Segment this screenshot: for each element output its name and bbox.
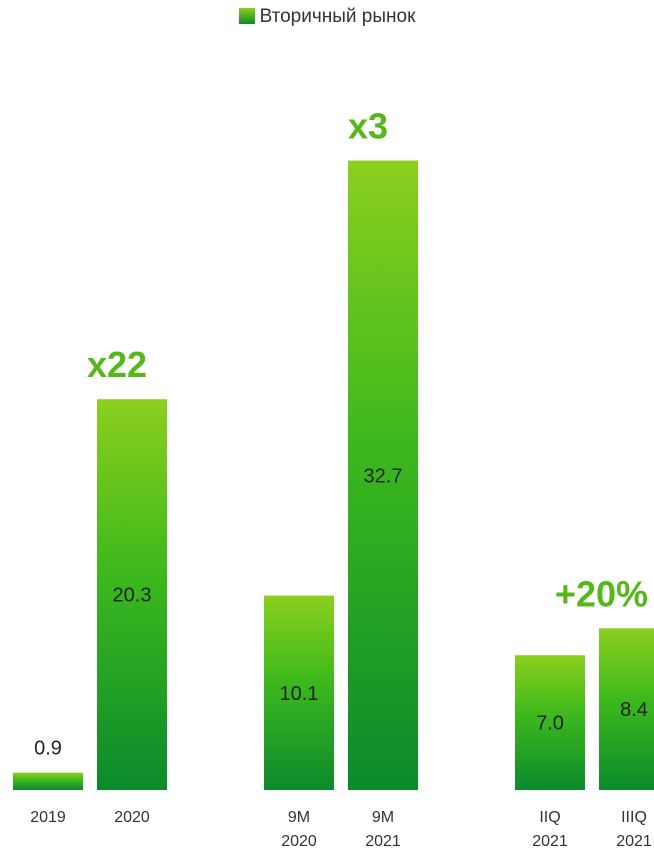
legend: Вторичный рынок bbox=[0, 6, 654, 28]
tick-label: 9M bbox=[372, 809, 394, 826]
data-label: 8.4 bbox=[620, 699, 648, 721]
legend-swatch bbox=[238, 8, 255, 24]
bar bbox=[599, 628, 654, 790]
tick-label: 2021 bbox=[616, 833, 652, 850]
legend-label: Вторичный рынок bbox=[259, 6, 416, 27]
tick-label: 2021 bbox=[532, 833, 568, 850]
bar bbox=[97, 399, 167, 790]
tick-label: 2019 bbox=[30, 809, 66, 826]
bar bbox=[13, 772, 83, 790]
growth-annotation: x22 bbox=[87, 344, 147, 385]
bar bbox=[348, 160, 418, 790]
growth-annotation: +20% bbox=[555, 573, 648, 614]
tick-label: 2020 bbox=[281, 833, 317, 850]
tick-label: 2021 bbox=[365, 833, 401, 850]
bar bbox=[264, 595, 334, 790]
data-label: 10.1 bbox=[280, 683, 319, 705]
data-label: 0.9 bbox=[34, 738, 62, 760]
bar bbox=[515, 655, 585, 790]
data-label: 7.0 bbox=[536, 713, 564, 735]
growth-annotation: x3 bbox=[348, 106, 388, 147]
tick-label: IIIQ bbox=[621, 809, 647, 826]
tick-label: 9M bbox=[288, 809, 310, 826]
data-label: 20.3 bbox=[113, 585, 152, 607]
data-label: 32.7 bbox=[364, 465, 403, 487]
tick-label: IIQ bbox=[539, 809, 560, 826]
tick-label: 2020 bbox=[114, 809, 150, 826]
